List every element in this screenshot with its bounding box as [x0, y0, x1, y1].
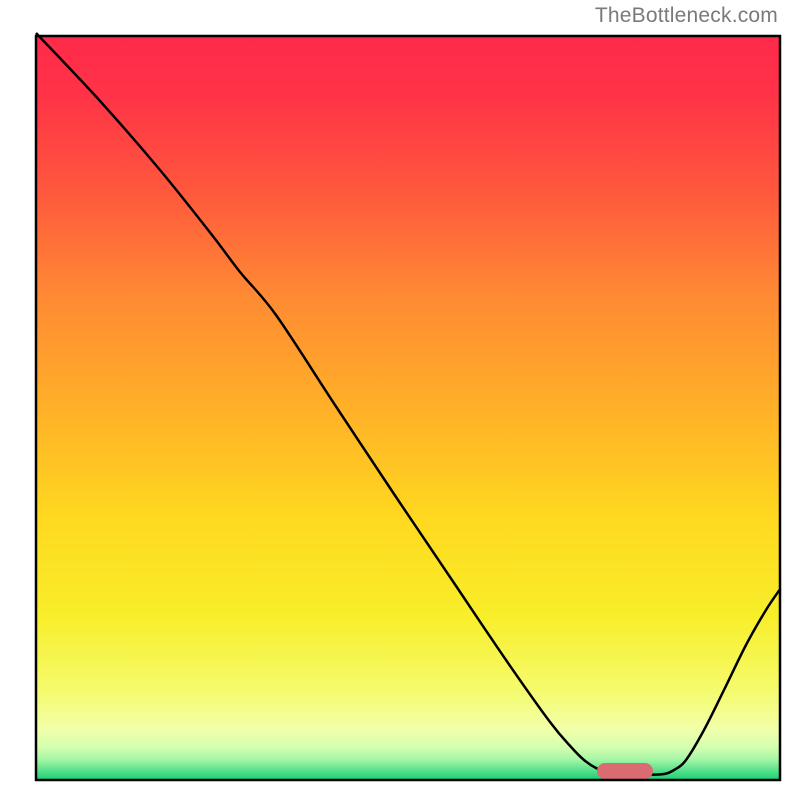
gradient-background	[36, 36, 780, 780]
watermark-text: TheBottleneck.com	[595, 4, 778, 28]
